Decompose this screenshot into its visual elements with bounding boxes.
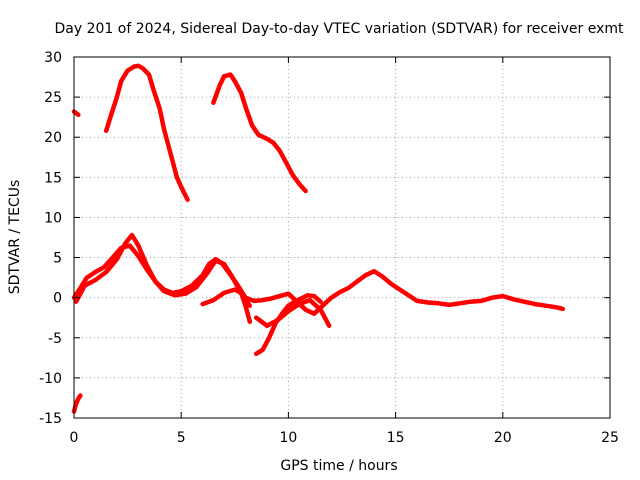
- y-tick-label: 30: [44, 50, 62, 66]
- plot-frame: [73, 56, 611, 419]
- x-tick-label: 25: [601, 430, 619, 446]
- y-axis-label: SDTVAR / TECUs: [7, 180, 23, 295]
- series-line-arc-b: [103, 63, 190, 203]
- x-tick-label: 15: [387, 430, 405, 446]
- x-tick-label: 10: [279, 430, 297, 446]
- series-line-arc-a: [71, 109, 81, 118]
- y-tick-label: 10: [44, 210, 62, 226]
- y-tick-label: 20: [44, 130, 62, 146]
- series-line-low-3: [200, 287, 253, 324]
- x-tick-label: 0: [70, 430, 79, 446]
- axis-ticks: 0 5 10 15 20 25 -15 -10 -5 0 5 10 15 20 25 30: [39, 50, 619, 446]
- x-tick-label: 5: [177, 430, 186, 446]
- series-line-arc-c: [211, 72, 308, 194]
- y-tick-label: 15: [44, 170, 62, 186]
- y-tick-label: 0: [53, 291, 62, 307]
- x-axis-label: GPS time / hours: [280, 458, 397, 474]
- series-line-low-2: [73, 232, 253, 308]
- y-tick-label: -15: [39, 411, 62, 427]
- series-line-low-5: [253, 297, 332, 328]
- series-line-arc-d: [71, 393, 83, 414]
- y-tick-label: -10: [39, 371, 62, 387]
- y-tick-label: 25: [44, 90, 62, 106]
- y-tick-label: -5: [48, 331, 62, 347]
- x-tick-label: 20: [494, 430, 512, 446]
- chart-title: Day 201 of 2024, Sidereal Day-to-day VTE…: [55, 21, 625, 37]
- series-line-low-4: [253, 293, 323, 357]
- series-layer: [71, 63, 566, 414]
- y-tick-label: 5: [53, 251, 62, 267]
- grid: [74, 57, 610, 418]
